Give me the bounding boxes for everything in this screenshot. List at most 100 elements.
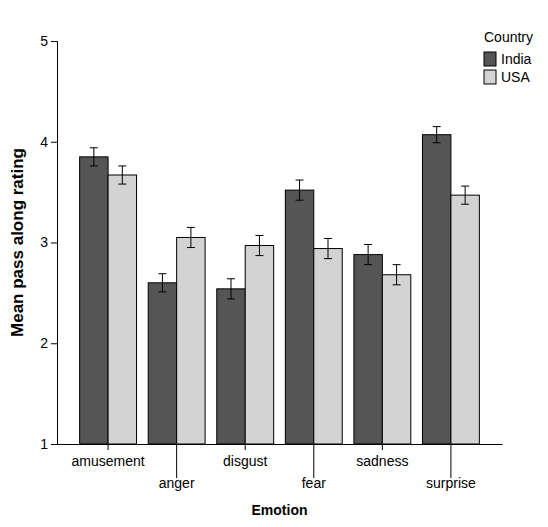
tick-mark [176, 444, 177, 478]
error-bar [90, 148, 98, 166]
error-cap [393, 264, 401, 265]
tick-mark [51, 343, 57, 344]
y-axis: 1 2 3 4 5 [40, 33, 57, 452]
error-cap [324, 258, 332, 259]
error-bar [118, 166, 126, 184]
error-cap [255, 235, 263, 236]
y-axis-title: Mean pass along rating [8, 148, 27, 337]
tick: anger [159, 444, 195, 491]
tick-label: fear [302, 475, 326, 491]
legend-label: India [501, 51, 532, 67]
tick: fear [302, 444, 326, 491]
tick: 1 [40, 436, 57, 452]
bar [80, 157, 108, 444]
error-cap [158, 291, 166, 292]
tick-mark [51, 243, 57, 244]
tick: 4 [40, 134, 57, 150]
tick: disgust [223, 444, 267, 469]
error-cap [393, 284, 401, 285]
tick-mark [51, 41, 57, 42]
error-bar [158, 274, 166, 292]
chart: 1 2 3 4 5 amusement anger disgust fear sadness sur… [0, 0, 548, 527]
error-cap [364, 244, 372, 245]
tick: 3 [40, 234, 57, 250]
error-line [122, 166, 123, 184]
error-cap [118, 165, 126, 166]
tick-label: 5 [40, 33, 48, 49]
tick-label: disgust [223, 453, 267, 469]
tick-label: 4 [40, 134, 48, 150]
legend-label: USA [501, 69, 530, 85]
bar [382, 275, 410, 444]
tick-label: 2 [40, 335, 48, 351]
tick-mark [313, 444, 314, 478]
error-bar [296, 180, 304, 200]
error-cap [90, 147, 98, 148]
bar [354, 255, 382, 444]
x-axis: amusement anger disgust fear sadness surprise [58, 444, 503, 491]
axis-line [51, 42, 58, 445]
error-cap [461, 204, 469, 205]
tick: amusement [72, 444, 145, 469]
error-cap [296, 180, 304, 181]
bar [285, 190, 313, 444]
error-line [230, 279, 231, 299]
axis-line [58, 444, 503, 445]
error-line [368, 245, 369, 265]
error-line [259, 235, 260, 255]
bar [148, 283, 176, 444]
legend: Country India USA [484, 29, 533, 85]
tick-mark [108, 444, 109, 450]
tick: 2 [40, 335, 57, 351]
error-bar [433, 127, 441, 143]
error-cap [90, 165, 98, 166]
bar [177, 237, 205, 444]
error-line [436, 127, 437, 143]
error-cap [461, 186, 469, 187]
error-cap [227, 298, 235, 299]
tick-label: sadness [356, 453, 408, 469]
tick-mark [51, 444, 57, 445]
error-bar [255, 235, 263, 255]
legend-swatch [484, 52, 496, 66]
tick: surprise [426, 444, 476, 491]
error-cap [118, 184, 126, 185]
error-bar [461, 186, 469, 204]
error-line [299, 180, 300, 200]
error-cap [255, 255, 263, 256]
bar [108, 175, 136, 444]
tick-mark [245, 444, 246, 450]
tick-label: anger [159, 475, 195, 491]
error-cap [296, 200, 304, 201]
error-cap [187, 247, 195, 248]
error-bar [364, 245, 372, 265]
error-cap [433, 142, 441, 143]
error-line [328, 238, 329, 258]
tick-label: surprise [426, 475, 476, 491]
tick-label: 1 [40, 436, 48, 452]
bar [217, 289, 245, 444]
error-cap [324, 238, 332, 239]
error-cap [158, 273, 166, 274]
tick-mark [450, 444, 451, 478]
legend-swatch [484, 70, 496, 84]
bar [422, 135, 450, 444]
tick-mark [382, 444, 383, 450]
error-line [162, 274, 163, 292]
error-bar [324, 238, 332, 258]
error-line [465, 186, 466, 204]
error-cap [433, 126, 441, 127]
error-cap [187, 227, 195, 228]
series [108, 166, 479, 444]
bar [245, 246, 273, 444]
error-line [190, 227, 191, 247]
tick-label: 3 [40, 234, 48, 250]
plot-area [80, 127, 480, 444]
bar [451, 195, 479, 444]
error-cap [364, 264, 372, 265]
bar [314, 249, 342, 444]
error-bar [393, 265, 401, 285]
error-bar [187, 227, 195, 247]
legend-title: Country [484, 29, 533, 45]
tick-mark [51, 142, 57, 143]
